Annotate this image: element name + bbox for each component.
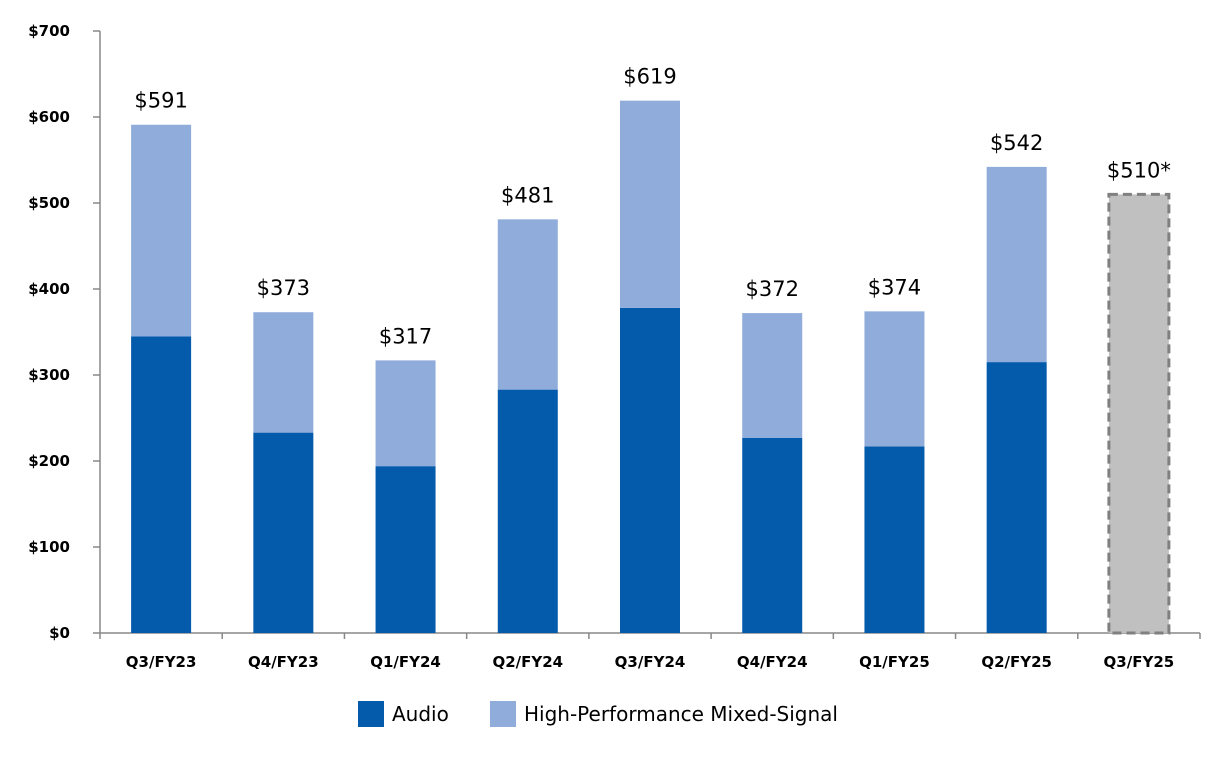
y-tick-label: $100 — [28, 538, 70, 556]
x-tick-label: Q3/FY25 — [1104, 653, 1175, 671]
bar-hpms — [253, 312, 314, 433]
x-tick-label: Q3/FY23 — [126, 653, 197, 671]
bar-hpms — [864, 311, 925, 447]
x-tick-label: Q2/FY25 — [981, 653, 1052, 671]
bar-hpms — [742, 313, 803, 438]
bar-audio — [864, 446, 925, 633]
data-label: $510* — [1107, 158, 1171, 182]
x-tick-label: Q1/FY24 — [370, 653, 441, 671]
y-tick-label: $200 — [28, 452, 70, 470]
bar-audio — [131, 336, 192, 633]
data-label: $481 — [501, 183, 554, 207]
x-tick-label: Q4/FY24 — [737, 653, 808, 671]
bar-hpms — [497, 219, 558, 390]
bar-hpms — [375, 360, 436, 467]
legend: Audio High-Performance Mixed-Signal — [358, 701, 838, 727]
y-tick-label: $0 — [49, 624, 70, 642]
labels: $591 Q3/FY23 $373 Q4/FY23 $317 Q1/FY24 $481 Q2/… — [126, 65, 1174, 671]
data-label: $591 — [134, 89, 187, 113]
x-tick-label: Q1/FY25 — [859, 653, 930, 671]
bar-hpms — [986, 166, 1047, 363]
y-tick-label: $600 — [28, 108, 70, 126]
legend-label: High-Performance Mixed-Signal — [524, 702, 838, 726]
bar-audio — [742, 437, 803, 633]
bar-audio — [375, 466, 436, 633]
bar-audio — [497, 389, 558, 633]
legend-label: Audio — [392, 702, 449, 726]
data-label: $374 — [868, 275, 921, 299]
data-label: $542 — [990, 131, 1043, 155]
bar-audio — [253, 432, 314, 633]
bar-guidance — [1107, 192, 1171, 635]
bar-audio — [986, 362, 1047, 633]
y-tick-label: $700 — [28, 22, 70, 40]
x-tick-label: Q3/FY24 — [615, 653, 686, 671]
bars — [131, 100, 1171, 635]
data-label: $619 — [623, 65, 676, 89]
legend-swatch — [358, 701, 384, 727]
data-label: $317 — [379, 324, 432, 348]
data-label: $372 — [745, 277, 798, 301]
bar-audio — [620, 307, 680, 633]
y-tick-label: $300 — [28, 366, 70, 384]
y-tick-label: $500 — [28, 194, 70, 212]
x-tick-label: Q4/FY23 — [248, 653, 319, 671]
legend-swatch — [490, 701, 516, 727]
data-label: $373 — [257, 276, 310, 300]
bar-hpms — [131, 124, 192, 337]
y-tick-label: $400 — [28, 280, 70, 298]
bar-hpms — [620, 100, 680, 308]
x-tick-label: Q2/FY24 — [492, 653, 563, 671]
